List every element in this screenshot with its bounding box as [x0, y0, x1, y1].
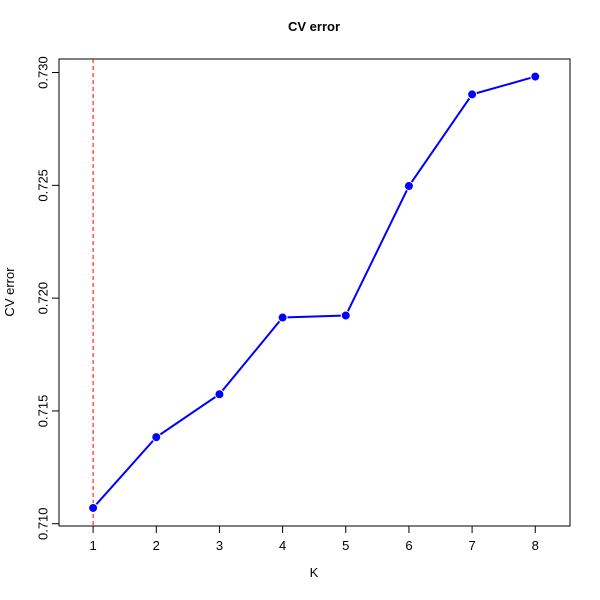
y-axis-label: CV error	[2, 267, 17, 317]
data-point	[403, 181, 414, 192]
x-tick-label: 3	[216, 538, 223, 553]
y-tick-label: 0.710	[35, 507, 50, 540]
x-tick-label: 1	[89, 538, 96, 553]
data-point	[467, 89, 478, 100]
data-point	[151, 432, 162, 443]
x-tick-label: 6	[405, 538, 412, 553]
data-point	[214, 389, 225, 400]
x-tick-label: 7	[468, 538, 475, 553]
y-tick-label: 0.730	[35, 56, 50, 89]
chart-title: CV error	[288, 19, 340, 34]
data-point	[277, 312, 288, 323]
x-tick-label: 8	[532, 538, 539, 553]
x-tick-label: 5	[342, 538, 349, 553]
data-point	[530, 71, 541, 82]
data-point	[340, 310, 351, 321]
x-tick-label: 2	[153, 538, 160, 553]
y-tick-label: 0.725	[35, 169, 50, 202]
y-tick-label: 0.715	[35, 395, 50, 428]
x-axis-label: K	[310, 565, 319, 580]
y-tick-label: 0.720	[35, 282, 50, 315]
plot-box	[58, 58, 571, 527]
x-tick-label: 4	[279, 538, 286, 553]
data-line	[92, 75, 536, 509]
data-point	[88, 502, 99, 513]
